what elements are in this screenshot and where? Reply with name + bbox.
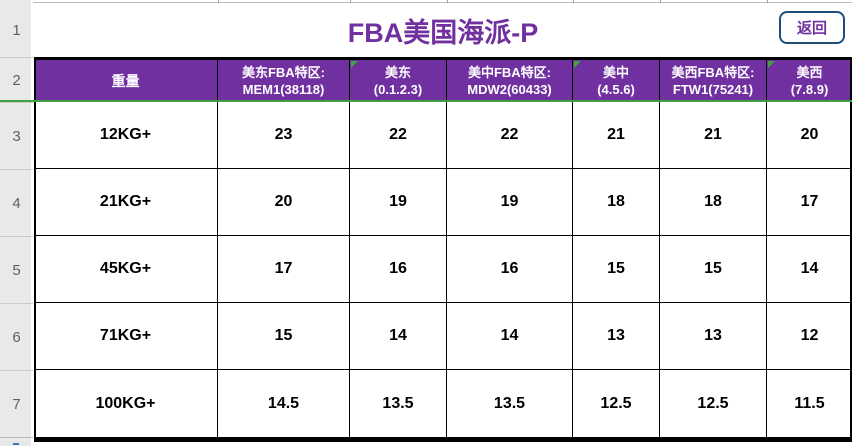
error-indicator-triangle-icon bbox=[768, 61, 775, 68]
col-header-label: 美西 bbox=[796, 65, 823, 80]
cell-value[interactable]: 22 bbox=[350, 102, 447, 168]
cell-value[interactable]: 18 bbox=[660, 169, 767, 235]
col-header-sublabel: FTW1(75241) bbox=[672, 82, 754, 97]
cell-value[interactable]: 16 bbox=[447, 236, 573, 302]
col-header-label: 美东FBA特区: bbox=[241, 65, 326, 80]
cell-value[interactable]: 19 bbox=[350, 169, 447, 235]
col-header-central-fba-zone[interactable]: 美中FBA特区: MDW2(60433) bbox=[447, 60, 573, 102]
cell-value[interactable]: 16 bbox=[350, 236, 447, 302]
cell-value[interactable]: 13.5 bbox=[447, 370, 573, 437]
cell-value[interactable]: 20 bbox=[218, 169, 350, 235]
gridline-tick bbox=[218, 0, 219, 3]
cell-value[interactable]: 11.5 bbox=[794, 394, 825, 412]
table-row: 12KG+ 23 22 22 21 21 20 bbox=[34, 102, 852, 169]
cell-value[interactable]: 22 bbox=[447, 102, 573, 168]
row-header-3[interactable]: 3 bbox=[0, 102, 33, 169]
table-row: 100KG+ 14.5 13.5 13.5 12.5 12.5 11.5 bbox=[34, 370, 852, 437]
cell-value[interactable]: 13 bbox=[660, 303, 767, 369]
cell-value[interactable]: 14 bbox=[447, 303, 573, 369]
table-header-row: 重量 美东FBA特区: MEM1(38118) 美东 (0.1.2.3) 美中F… bbox=[34, 57, 852, 102]
col-header-label: 美西FBA特区: bbox=[671, 65, 755, 80]
col-header-label: 美东 bbox=[384, 65, 411, 80]
cell-value[interactable]: 13 bbox=[573, 303, 660, 369]
col-header-central[interactable]: 美中 (4.5.6) bbox=[573, 60, 660, 102]
cell-value[interactable]: 14 bbox=[800, 260, 819, 277]
row-header-5[interactable]: 5 bbox=[0, 236, 33, 303]
table-row: 21KG+ 20 19 19 18 18 17 bbox=[34, 169, 852, 236]
col-header-west[interactable]: 美西 (7.8.9) bbox=[767, 60, 852, 102]
col-header-label: 美中FBA特区: bbox=[467, 65, 552, 80]
error-indicator-triangle-icon bbox=[351, 61, 358, 68]
cell-value[interactable]: 15 bbox=[573, 236, 660, 302]
gridline-tick bbox=[447, 0, 448, 3]
col-header-label: 美中 bbox=[602, 65, 629, 80]
cell-value[interactable]: 19 bbox=[447, 169, 573, 235]
cell-value[interactable]: 20 bbox=[800, 126, 819, 143]
cell-weight[interactable]: 45KG+ bbox=[34, 236, 218, 302]
partial-row8-content bbox=[13, 443, 19, 445]
cell-value[interactable]: 14 bbox=[350, 303, 447, 369]
cell-value[interactable]: 17 bbox=[218, 236, 350, 302]
table-left-border bbox=[34, 57, 36, 442]
gridline-tick bbox=[660, 0, 661, 3]
cell-weight[interactable]: 71KG+ bbox=[34, 303, 218, 369]
col-header-sublabel: (0.1.2.3) bbox=[373, 82, 423, 97]
cell-weight[interactable]: 100KG+ bbox=[34, 370, 218, 437]
row-header-6[interactable]: 6 bbox=[0, 303, 33, 370]
cell-value[interactable]: 12.5 bbox=[660, 370, 767, 437]
page-title: FBA美国海派-P bbox=[347, 17, 539, 48]
row-header-1[interactable]: 1 bbox=[12, 21, 21, 39]
table-row: 71KG+ 15 14 14 13 13 12 bbox=[34, 303, 852, 370]
col-header-sublabel: (4.5.6) bbox=[597, 82, 635, 97]
cell-value[interactable]: 18 bbox=[573, 169, 660, 235]
back-button[interactable]: 返回 bbox=[779, 11, 845, 44]
cell-weight[interactable]: 12KG+ bbox=[34, 102, 218, 168]
row-number-gutter: 1 2 3 4 5 6 7 bbox=[0, 0, 33, 446]
col-header-sublabel: MDW2(60433) bbox=[467, 82, 552, 97]
cell-value[interactable]: 13.5 bbox=[350, 370, 447, 437]
table-right-border bbox=[850, 57, 852, 442]
row-header-2[interactable]: 2 bbox=[0, 57, 33, 102]
cell-value[interactable]: 21 bbox=[660, 102, 767, 168]
col-header-west-fba-zone[interactable]: 美西FBA特区: FTW1(75241) bbox=[660, 60, 767, 102]
gridline-tick bbox=[767, 0, 768, 3]
cell-weight[interactable]: 21KG+ bbox=[34, 169, 218, 235]
col-header-label: 重量 bbox=[111, 72, 140, 89]
cell-value[interactable]: 17 bbox=[800, 193, 819, 210]
cell-value[interactable]: 12.5 bbox=[573, 370, 660, 437]
row-header-7[interactable]: 7 bbox=[0, 370, 33, 437]
table-row: 45KG+ 17 16 16 15 15 14 bbox=[34, 236, 852, 303]
col-header-east-fba-zone[interactable]: 美东FBA特区: MEM1(38118) bbox=[218, 60, 350, 102]
cell-value[interactable]: 12 bbox=[800, 327, 819, 344]
title-row: FBA美国海派-P bbox=[34, 3, 852, 57]
error-indicator-triangle-icon bbox=[574, 61, 581, 68]
cell-value[interactable]: 14.5 bbox=[218, 370, 350, 437]
rate-table: 重量 美东FBA特区: MEM1(38118) 美东 (0.1.2.3) 美中F… bbox=[34, 57, 852, 437]
col-header-east[interactable]: 美东 (0.1.2.3) bbox=[350, 60, 447, 102]
col-header-weight[interactable]: 重量 bbox=[34, 60, 218, 102]
col-header-sublabel: MEM1(38118) bbox=[242, 82, 325, 97]
table-bottom-border bbox=[34, 437, 852, 442]
cell-value[interactable]: 23 bbox=[218, 102, 350, 168]
gutter-separator bbox=[0, 437, 33, 438]
gridline-tick bbox=[350, 0, 351, 3]
row-header-4[interactable]: 4 bbox=[0, 169, 33, 236]
gridline-tick bbox=[573, 0, 574, 3]
cell-value[interactable]: 15 bbox=[218, 303, 350, 369]
cell-value[interactable]: 15 bbox=[660, 236, 767, 302]
col-header-sublabel: (7.8.9) bbox=[790, 82, 829, 97]
top-gridline bbox=[0, 2, 852, 3]
cell-value[interactable]: 21 bbox=[573, 102, 660, 168]
freeze-pane-line bbox=[0, 100, 852, 102]
